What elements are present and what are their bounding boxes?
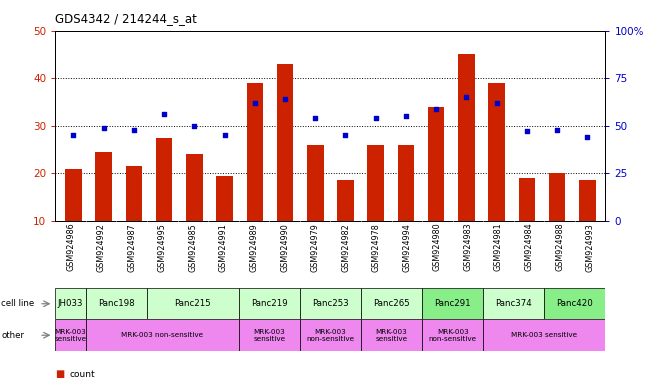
Point	[159, 111, 169, 118]
Text: GSM924995: GSM924995	[158, 223, 167, 272]
Bar	[422, 319, 483, 351]
Bar	[277, 64, 294, 268]
Point	[370, 115, 381, 121]
Bar	[156, 137, 173, 268]
Bar	[86, 288, 147, 319]
Text: GSM924992: GSM924992	[97, 223, 105, 272]
Text: cell line: cell line	[1, 299, 35, 308]
Point	[219, 132, 230, 138]
Bar	[488, 83, 505, 268]
Point	[68, 132, 79, 138]
Bar	[422, 288, 483, 319]
Bar	[337, 180, 353, 268]
Bar	[483, 288, 544, 319]
Text: GSM924988: GSM924988	[555, 223, 564, 271]
Text: GSM924989: GSM924989	[249, 223, 258, 271]
Text: MRK-003 sensitive: MRK-003 sensitive	[511, 332, 577, 338]
Bar	[186, 154, 202, 268]
Bar	[544, 288, 605, 319]
Text: GDS4342 / 214244_s_at: GDS4342 / 214244_s_at	[55, 12, 197, 25]
Text: Panc291: Panc291	[434, 299, 471, 308]
Bar	[96, 152, 112, 268]
Text: MRK-003
non-sensitive: MRK-003 non-sensitive	[428, 329, 477, 342]
Point	[552, 126, 562, 132]
Bar	[55, 288, 86, 319]
Text: Panc253: Panc253	[312, 299, 349, 308]
Bar	[55, 319, 86, 351]
Text: Panc215: Panc215	[174, 299, 211, 308]
Bar	[549, 173, 565, 268]
Point	[129, 126, 139, 132]
Text: Panc374: Panc374	[495, 299, 532, 308]
Text: GSM924993: GSM924993	[586, 223, 594, 271]
Bar	[216, 175, 233, 268]
Text: GSM924985: GSM924985	[188, 223, 197, 271]
Text: JH033: JH033	[58, 299, 83, 308]
Bar	[126, 166, 142, 268]
Text: MRK-003
non-sensitive: MRK-003 non-sensitive	[307, 329, 354, 342]
Text: other: other	[1, 331, 24, 340]
Point	[310, 115, 320, 121]
Bar	[300, 319, 361, 351]
Text: count: count	[70, 369, 95, 379]
Point	[431, 106, 441, 112]
Text: GSM924987: GSM924987	[127, 223, 136, 271]
Bar	[247, 83, 263, 268]
Point	[492, 100, 502, 106]
Text: GSM924990: GSM924990	[280, 223, 289, 271]
Text: GSM924986: GSM924986	[66, 223, 75, 271]
Bar	[579, 180, 596, 268]
Point	[461, 94, 471, 100]
Point	[582, 134, 592, 140]
Bar	[307, 145, 324, 268]
Text: MRK-003
sensitive: MRK-003 sensitive	[253, 329, 285, 342]
Text: GSM924982: GSM924982	[341, 223, 350, 271]
Text: GSM924983: GSM924983	[464, 223, 473, 271]
Bar	[239, 288, 300, 319]
Point	[521, 128, 532, 134]
Text: Panc198: Panc198	[98, 299, 135, 308]
Bar	[458, 55, 475, 268]
Point	[340, 132, 351, 138]
Text: Panc219: Panc219	[251, 299, 288, 308]
Text: GSM924981: GSM924981	[494, 223, 503, 271]
Point	[189, 123, 200, 129]
Point	[98, 124, 109, 131]
Text: MRK-003 non-sensitive: MRK-003 non-sensitive	[121, 332, 203, 338]
Bar	[65, 169, 82, 268]
Bar	[519, 178, 535, 268]
Text: GSM924994: GSM924994	[402, 223, 411, 271]
Text: GSM924984: GSM924984	[525, 223, 534, 271]
Text: MRK-003
sensitive: MRK-003 sensitive	[55, 329, 87, 342]
Text: MRK-003
sensitive: MRK-003 sensitive	[376, 329, 408, 342]
Point	[401, 113, 411, 119]
Bar	[398, 145, 414, 268]
Bar	[300, 288, 361, 319]
Text: Panc420: Panc420	[557, 299, 593, 308]
Text: GSM924991: GSM924991	[219, 223, 228, 271]
Bar	[147, 288, 239, 319]
Bar	[428, 107, 445, 268]
Bar	[239, 319, 300, 351]
Bar	[361, 319, 422, 351]
Bar	[86, 319, 239, 351]
Text: Panc265: Panc265	[373, 299, 410, 308]
Text: GSM924980: GSM924980	[433, 223, 442, 271]
Text: ■: ■	[55, 369, 64, 379]
Text: GSM924978: GSM924978	[372, 223, 381, 271]
Point	[280, 96, 290, 102]
Bar	[483, 319, 605, 351]
Bar	[361, 288, 422, 319]
Bar	[367, 145, 384, 268]
Point	[249, 100, 260, 106]
Text: GSM924979: GSM924979	[311, 223, 320, 272]
